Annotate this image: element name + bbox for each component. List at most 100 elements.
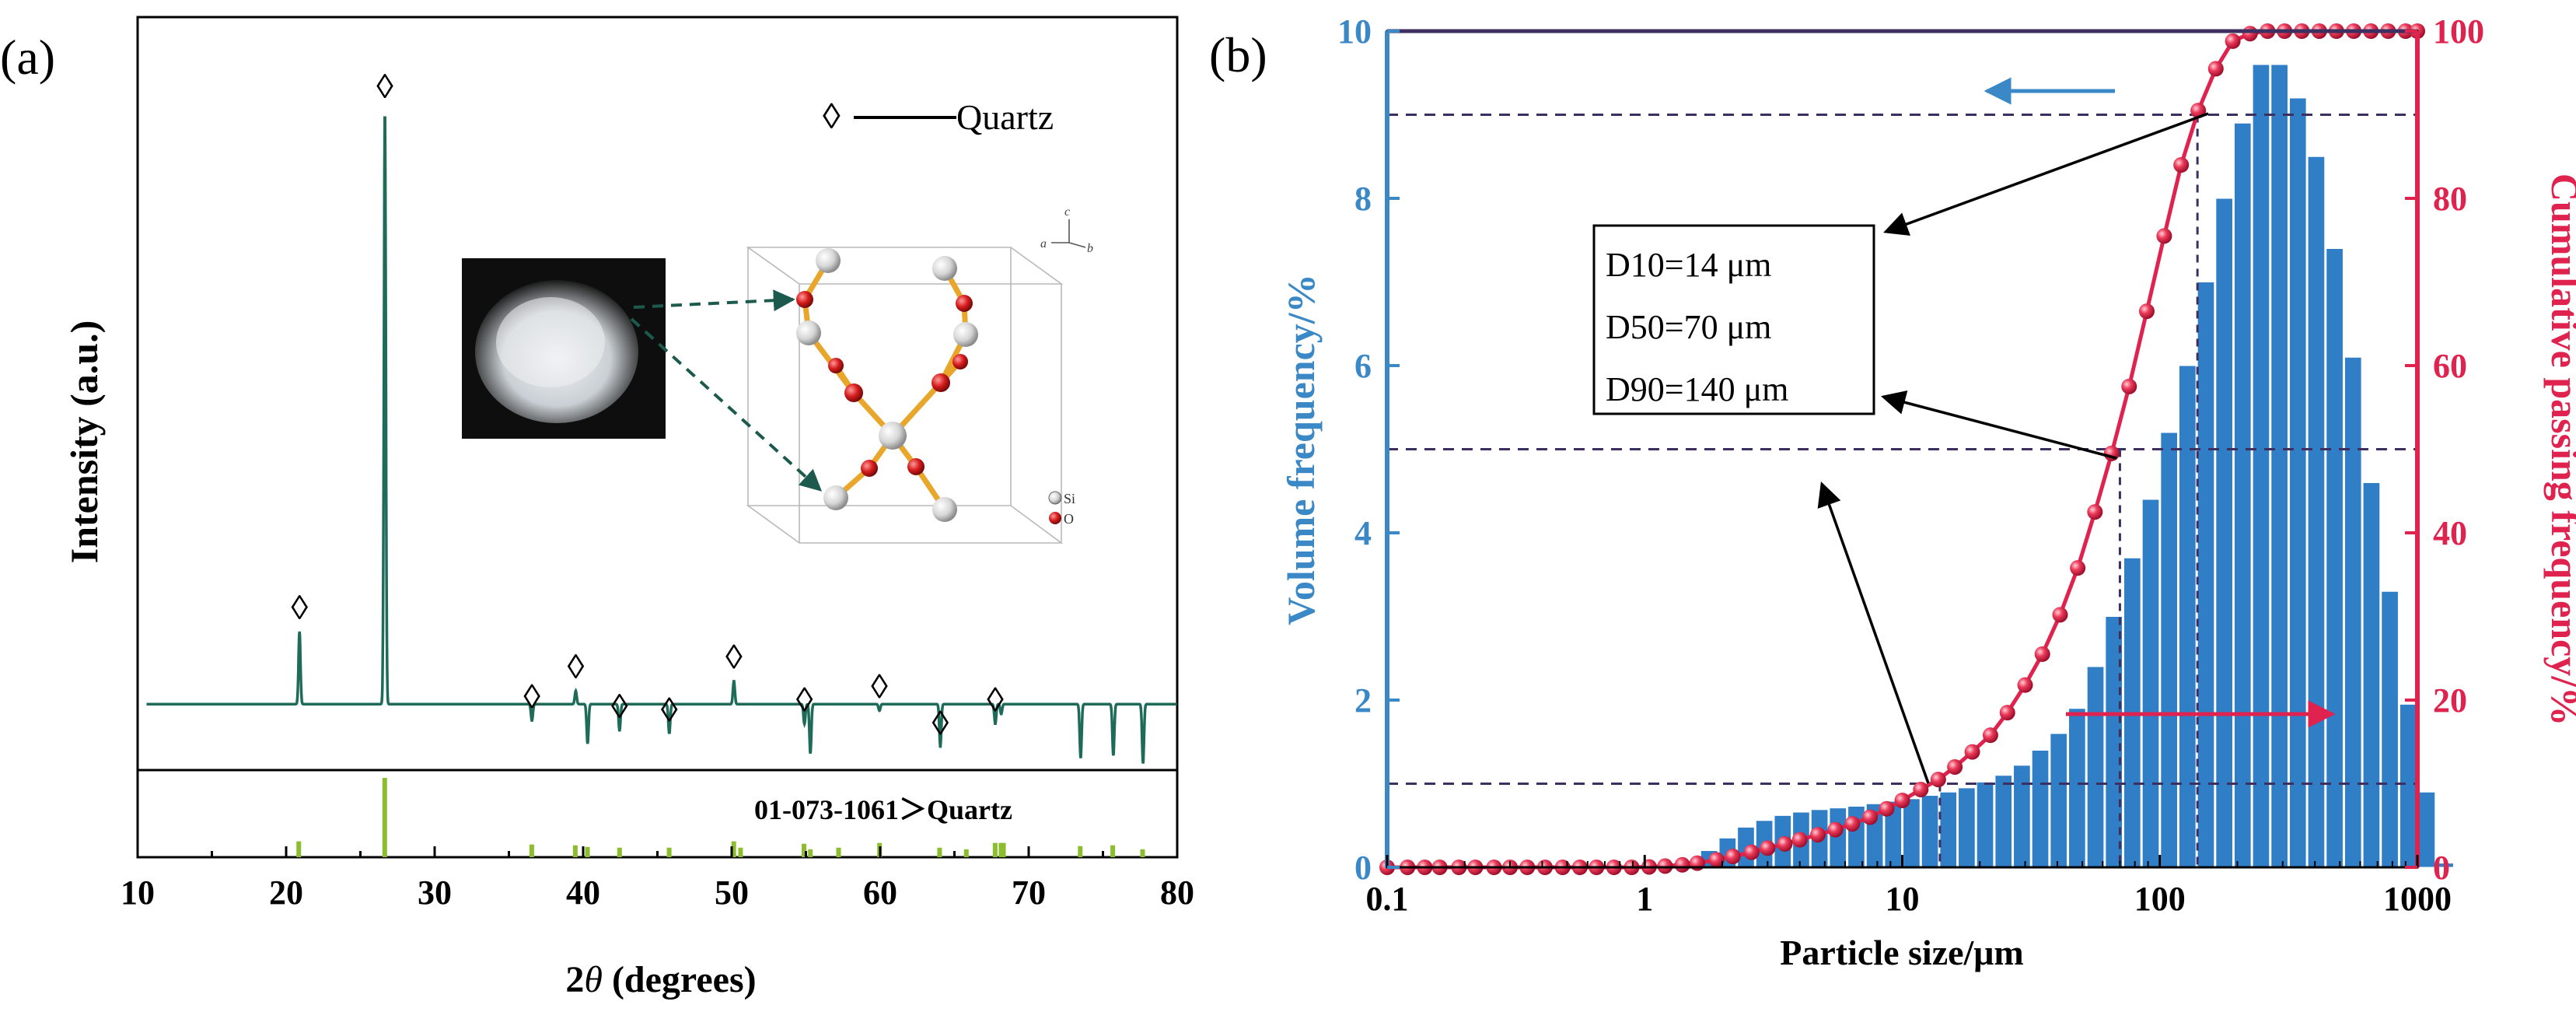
x-tick-label: 40 xyxy=(566,874,600,912)
crystal-axes-icon: c a b xyxy=(1040,205,1093,255)
xrd-panel: (a) ◊ ◊ ◊ ◊ ◊ ◊ ◊ ◊ ◊ ◊ ◊ 10 20 30 40 50 60 70 80 01-073-… xyxy=(0,16,1194,1000)
volume-bar xyxy=(2050,733,2068,868)
cumulative-point xyxy=(2052,607,2068,623)
x-tick-label: 10 xyxy=(1886,880,1920,918)
x-tick-label: 50 xyxy=(715,874,749,912)
cumulative-point xyxy=(1708,852,1725,868)
cumulative-point xyxy=(2103,445,2120,461)
d10-label: D10=14 μm xyxy=(1606,246,1771,284)
photo-to-structure-arrow-upper xyxy=(633,289,795,312)
volume-bar xyxy=(2215,198,2233,868)
volume-bar xyxy=(1958,787,1976,868)
crystal-axis-b: b xyxy=(1087,242,1093,255)
psd-y-axis-label: Volume frequency/% xyxy=(1279,274,1323,625)
xrd-x-axis-label-prefix: 2 xyxy=(565,959,584,1000)
x-tick-label: 100 xyxy=(2134,880,2186,918)
cumulative-point xyxy=(1947,759,1963,775)
cumulative-point xyxy=(1743,844,1760,860)
volume-bar xyxy=(2307,156,2326,868)
panel-b-label: (b) xyxy=(1209,27,1267,82)
d50-label: D50=70 μm xyxy=(1606,308,1771,346)
volume-bar xyxy=(2399,703,2417,868)
xrd-x-ticks: 10 20 30 40 50 60 70 80 xyxy=(121,846,1194,912)
peak-marker: ◊ xyxy=(568,648,585,686)
peak-markers: ◊ ◊ ◊ ◊ ◊ ◊ ◊ ◊ ◊ ◊ ◊ xyxy=(291,68,1004,743)
x-tick-label: 1000 xyxy=(2383,880,2452,918)
psd-y2-axis-label: Cumulative passing frequency/% xyxy=(2543,173,2576,726)
cumulative-point xyxy=(2207,61,2224,77)
cumulative-point xyxy=(2121,378,2137,394)
peak-marker: ◊ xyxy=(376,68,393,106)
cumulative-point xyxy=(1999,705,2015,721)
volume-bar xyxy=(2031,750,2050,868)
volume-bar xyxy=(2068,708,2086,868)
cumulative-point xyxy=(1689,855,1705,871)
xrd-pattern-line xyxy=(146,116,1177,764)
x-tick-label: 20 xyxy=(269,874,303,912)
volume-bar xyxy=(2086,666,2105,868)
volume-bar xyxy=(1994,775,2013,868)
x-tick-label: 60 xyxy=(863,874,897,912)
cumulative-point xyxy=(1657,858,1673,874)
volume-bar xyxy=(1939,791,1958,868)
x-tick-label: 70 xyxy=(1012,874,1046,912)
photo-to-structure-arrow-lower xyxy=(630,317,823,492)
y-tick-label: 0 xyxy=(1354,849,1372,887)
reference-label: 01-073-1061＞Quartz xyxy=(754,794,1012,825)
x-tick-label: 1 xyxy=(1636,880,1653,918)
cumulative-point xyxy=(2173,157,2190,173)
cumulative-point xyxy=(2138,303,2155,320)
volume-bar xyxy=(2362,482,2381,868)
cumulative-point xyxy=(1964,744,1980,760)
peak-marker: ◊ xyxy=(291,589,308,627)
volume-bar xyxy=(2436,863,2454,868)
y-tick-label: 8 xyxy=(1354,180,1372,218)
x-tick-label: 10 xyxy=(121,874,155,912)
volume-bar xyxy=(2233,122,2252,868)
cumulative-point xyxy=(1894,793,1910,808)
peak-marker: ◊ xyxy=(987,681,1004,720)
y2-tick-label: 0 xyxy=(2433,849,2450,887)
y-tick-label: 4 xyxy=(1354,514,1372,552)
cumulative-point xyxy=(2017,677,2033,693)
y2-tick-label: 60 xyxy=(2433,347,2467,385)
guide-lines xyxy=(1387,114,2417,867)
volume-frequency-bars xyxy=(1682,64,2454,868)
y2-tick-label: 80 xyxy=(2433,180,2467,218)
d90-arrow xyxy=(1883,112,2209,236)
cumulative-point xyxy=(1879,800,1895,817)
y2-tick-label: 40 xyxy=(2433,514,2467,552)
y2-tick-label: 20 xyxy=(2433,681,2467,720)
volume-bar xyxy=(2344,356,2362,868)
x-tick-label: 80 xyxy=(1160,874,1194,912)
xrd-x-axis-label-theta: θ xyxy=(584,959,603,1000)
y-tick-label: 10 xyxy=(1337,12,1372,51)
volume-bar xyxy=(2288,97,2307,868)
peak-marker: ◊ xyxy=(871,668,888,706)
volume-bar xyxy=(2141,499,2160,868)
peak-marker: ◊ xyxy=(725,638,743,676)
volume-bar xyxy=(1903,798,1921,868)
volume-bar xyxy=(1829,807,1847,868)
cumulative-point xyxy=(2242,26,2258,42)
cumulative-point xyxy=(1725,849,1741,865)
psd-x-axis-label: Particle size/μm xyxy=(1780,933,2023,972)
cumulative-point xyxy=(2156,228,2172,244)
cumulative-point xyxy=(1930,772,1946,788)
crystal-legend-o: O xyxy=(1064,511,1074,527)
d10-arrow xyxy=(1817,481,1930,784)
cumulative-point xyxy=(1791,832,1808,848)
reference-bars xyxy=(296,778,1145,857)
y-tick-label: 2 xyxy=(1354,681,1372,720)
peak-marker: ◊ xyxy=(796,681,813,720)
xrd-x-axis-label-suffix: (degrees) xyxy=(603,959,757,1000)
panel-a-label: (a) xyxy=(0,30,55,85)
y-tick-label: 6 xyxy=(1354,347,1372,385)
cumulative-point xyxy=(1674,856,1690,873)
quartz-crystal-structure: c a b Si O xyxy=(715,187,1104,548)
volume-bar xyxy=(1921,795,1939,868)
xrd-x-axis-label: 2θ (degrees) xyxy=(565,959,756,1000)
crystal-axis-a: a xyxy=(1040,237,1047,250)
peak-marker: ◊ xyxy=(661,691,678,729)
cumulative-point xyxy=(2225,33,2241,49)
